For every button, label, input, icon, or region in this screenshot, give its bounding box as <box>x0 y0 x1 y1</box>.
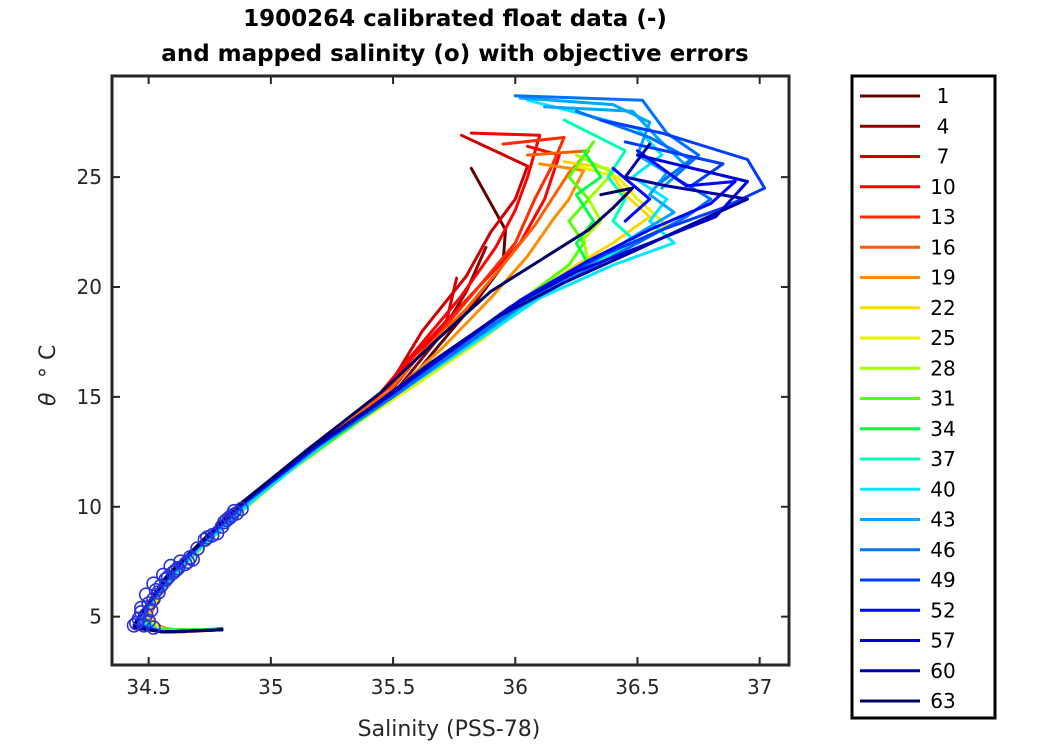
y-axis-label-unit: ° C <box>36 345 61 378</box>
legend-label-52: 52 <box>930 598 955 622</box>
y-tick-label-2: 15 <box>77 385 102 409</box>
mapped-point-22 <box>190 541 205 556</box>
legend-label-13: 13 <box>930 205 955 229</box>
mapped-point-7 <box>141 596 156 611</box>
mapped-point-31 <box>234 501 249 517</box>
legend-label-63: 63 <box>930 689 955 713</box>
legend-label-46: 46 <box>930 538 955 562</box>
mapped-point-39 <box>180 554 196 570</box>
legend-label-31: 31 <box>930 387 955 411</box>
mapped-point-38 <box>168 563 183 578</box>
axes-box <box>110 74 791 667</box>
mapped-point-29 <box>229 506 244 521</box>
legend-label-19: 19 <box>930 266 955 290</box>
y-axis-label: θ ° C <box>36 345 61 406</box>
ticks-group: 34.5 35 35.5 36 36.5 37 5 10 15 20 25 <box>77 76 789 699</box>
x-tick-label-4: 36.5 <box>615 675 660 699</box>
x-tick-label-2: 35.5 <box>371 675 416 699</box>
mapped-point-10 <box>148 582 164 598</box>
mapped-points-group <box>126 501 249 635</box>
mapped-point-16 <box>170 560 186 576</box>
legend-label-34: 34 <box>930 417 955 441</box>
legend-label-37: 37 <box>930 447 955 471</box>
x-tick-label-3: 36 <box>503 675 528 699</box>
legend-label-25: 25 <box>930 326 955 350</box>
x-tick-label-5: 37 <box>747 675 772 699</box>
x-tick-label-1: 35 <box>258 675 283 699</box>
mapped-point-34 <box>146 620 161 635</box>
series-46-profile-2 <box>574 109 693 183</box>
mapped-point-36 <box>151 585 166 600</box>
legend-label-10: 10 <box>930 175 955 199</box>
legend-label-16: 16 <box>930 235 955 259</box>
mapped-point-40 <box>200 530 215 545</box>
mapped-point-42 <box>226 503 242 519</box>
y-tick-label-1: 10 <box>77 495 102 519</box>
chart-title-line2: and mapped salinity (o) with objective e… <box>161 41 748 67</box>
y-axis-label-symbol: θ <box>36 392 61 406</box>
legend: 1 4 7 10 13 16 19 22 25 28 31 34 37 40 43 46 49 52 57 60 63 <box>860 84 956 713</box>
legend-label-4: 4 <box>937 114 950 138</box>
data-lines-group <box>132 94 767 634</box>
y-tick-label-3: 20 <box>77 275 102 299</box>
legend-label-49: 49 <box>930 568 955 592</box>
x-tick-label-0: 34.5 <box>126 675 171 699</box>
mapped-point-5 <box>143 602 159 618</box>
mapped-point-33 <box>126 618 142 633</box>
legend-label-28: 28 <box>930 356 955 380</box>
legend-label-57: 57 <box>930 629 955 653</box>
mapped-point-23 <box>197 532 213 548</box>
legend-label-1: 1 <box>937 84 950 108</box>
legend-label-40: 40 <box>930 477 955 501</box>
mapped-point-15 <box>165 565 181 581</box>
x-axis-label: Salinity (PSS-78) <box>358 717 541 742</box>
legend-label-22: 22 <box>930 296 955 320</box>
mapped-point-35 <box>134 604 149 620</box>
legend-label-43: 43 <box>930 508 955 532</box>
legend-label-7: 7 <box>937 145 950 169</box>
y-tick-label-4: 25 <box>77 165 102 189</box>
y-tick-label-0: 5 <box>89 605 102 629</box>
series-49-profile-2 <box>623 140 725 188</box>
mapped-point-6 <box>134 600 149 616</box>
legend-label-60: 60 <box>930 659 955 683</box>
chart-title-line1: 1900264 calibrated float data (-) <box>243 6 667 32</box>
mapped-point-41 <box>217 514 232 530</box>
mapped-point-17 <box>163 558 178 574</box>
